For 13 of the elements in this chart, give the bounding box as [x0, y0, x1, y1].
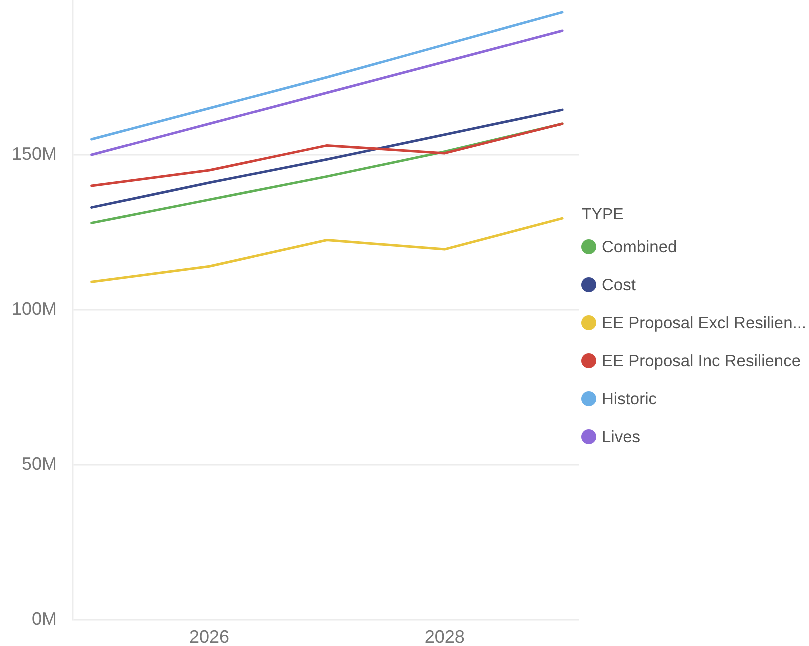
- x-tick-label: 2028: [424, 626, 465, 646]
- legend-label: Combined: [602, 238, 678, 257]
- legend-label: EE Proposal Inc Resilience: [602, 352, 802, 371]
- legend-label: Historic: [602, 390, 658, 409]
- x-tick-label: 2026: [189, 626, 230, 646]
- legend-title: TYPE: [582, 206, 624, 224]
- y-tick-label: 150M: [12, 144, 57, 164]
- legend-label: EE Proposal Excl Resilien...: [602, 314, 807, 333]
- legend-label: Lives: [602, 428, 641, 447]
- y-tick-label: 0M: [32, 608, 57, 629]
- legend-label: Cost: [602, 276, 636, 295]
- y-tick-label: 100M: [12, 298, 57, 319]
- y-tick-label: 50M: [22, 454, 57, 474]
